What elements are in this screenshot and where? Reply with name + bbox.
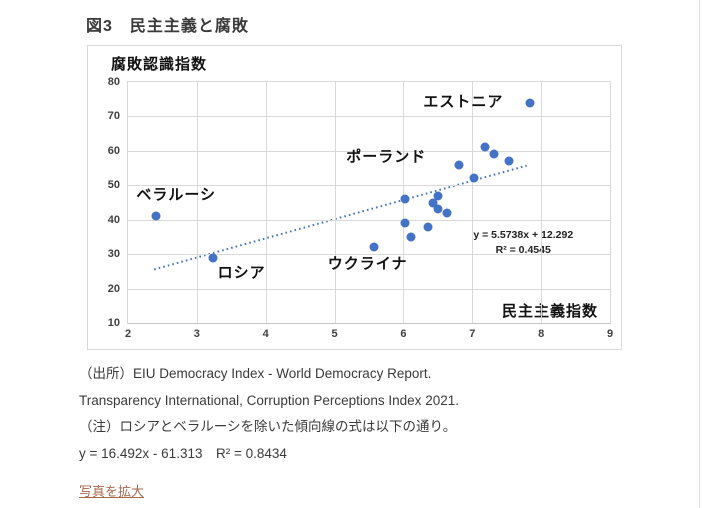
scatter-point bbox=[400, 194, 410, 204]
page-right-edge bbox=[699, 0, 700, 508]
x-tick-label: 4 bbox=[262, 328, 269, 340]
y-tick-label: 40 bbox=[107, 213, 120, 226]
y-tick-label: 30 bbox=[107, 248, 120, 261]
trendline bbox=[153, 164, 527, 271]
y-tick-label: 50 bbox=[107, 179, 120, 192]
y-tick-label: 20 bbox=[107, 282, 120, 295]
scatter-point-ロシア bbox=[208, 253, 218, 263]
x-tick-label: 5 bbox=[331, 328, 338, 340]
x-tick-label: 7 bbox=[469, 328, 476, 340]
caption-note-equation: y = 16.492x - 61.313 R² = 0.8434 bbox=[79, 445, 287, 461]
scatter-point bbox=[469, 173, 479, 183]
gridline-horizontal bbox=[128, 116, 610, 118]
gridline-horizontal bbox=[128, 219, 610, 221]
scatter-point bbox=[428, 198, 438, 207]
y-tick-label: 80 bbox=[107, 76, 120, 88]
caption-source-line2: Transparency International, Corruption P… bbox=[79, 392, 459, 408]
gridline-vertical bbox=[265, 82, 267, 323]
label-estonia: エストニア bbox=[423, 93, 504, 111]
figure-title: 図3 民主主義と腐敗 bbox=[86, 18, 249, 35]
gridline-horizontal bbox=[128, 185, 610, 187]
scatter-point-ポーランド bbox=[454, 160, 463, 170]
trendline-label: y = 5.5738x + 12.292 R² = 0.4545 bbox=[473, 228, 573, 258]
scatter-point bbox=[442, 208, 452, 218]
gridline-vertical bbox=[472, 82, 474, 323]
y-tick-label: 70 bbox=[107, 110, 120, 123]
label-russia: ロシア bbox=[217, 264, 266, 282]
gridline-horizontal bbox=[128, 254, 610, 256]
scatter-point bbox=[433, 204, 443, 214]
scatter-point bbox=[433, 191, 443, 201]
x-tick-label: 9 bbox=[606, 328, 614, 340]
scatter-point bbox=[400, 218, 410, 228]
caption-source-line1: （出所）EIU Democracy Index - World Democrac… bbox=[79, 366, 432, 381]
gridline-vertical bbox=[196, 82, 198, 323]
caption-note-line: （注）ロシアとベラルーシを除いた傾向線の式は以下の通り。 bbox=[79, 419, 457, 434]
y-axis-title: 腐敗認識指数 bbox=[111, 56, 208, 73]
label-poland: ポーランド bbox=[346, 148, 427, 166]
plot-area: y = 5.5738x + 12.292 R² = 0.4545 民主主義指数 … bbox=[108, 76, 613, 340]
scatter-point bbox=[406, 232, 416, 242]
scatter-point bbox=[504, 156, 514, 166]
scatter-point bbox=[489, 149, 499, 159]
x-tick-label: 6 bbox=[400, 328, 407, 340]
caption-block: （出所）EIU Democracy Index - World Democrac… bbox=[79, 361, 459, 467]
scatter-point bbox=[423, 222, 433, 232]
gridline-vertical bbox=[334, 82, 336, 323]
scatter-point-ベラルーシ bbox=[151, 211, 161, 221]
gridline-horizontal bbox=[128, 150, 610, 152]
scatter-point-ウクライナ bbox=[369, 242, 379, 252]
label-belarus: ベラルーシ bbox=[136, 186, 217, 204]
x-tick-label: 3 bbox=[193, 328, 200, 340]
label-ukraine: ウクライナ bbox=[327, 255, 408, 273]
y-tick-label: 60 bbox=[107, 144, 120, 157]
x-axis-title: 民主主義指数 bbox=[501, 303, 598, 320]
trendline-r2: R² = 0.4545 bbox=[495, 243, 551, 256]
gridline-horizontal bbox=[128, 288, 610, 290]
trendline-equation: y = 5.5738x + 12.292 bbox=[473, 228, 574, 241]
chart-figure: 腐敗認識指数 y = 5.5738x + 12.292 R² = 0.4545 … bbox=[87, 45, 622, 350]
x-tick-label: 8 bbox=[538, 328, 545, 340]
y-tick-label: 10 bbox=[107, 317, 120, 329]
scatter-point bbox=[480, 142, 490, 152]
gridline-vertical bbox=[541, 82, 543, 323]
enlarge-photo-link[interactable]: 写真を拡大 bbox=[79, 484, 145, 499]
x-tick-label: 2 bbox=[124, 328, 132, 340]
scatter-point-エストニア bbox=[525, 98, 535, 108]
